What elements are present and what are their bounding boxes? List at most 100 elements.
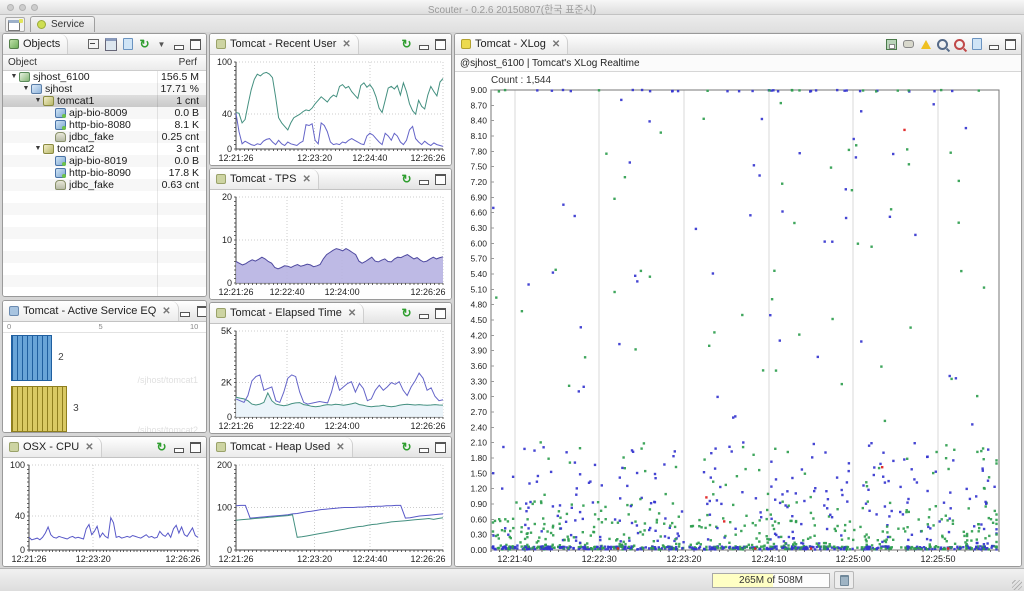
eq-bar-/sjhost/tomcat1[interactable] xyxy=(11,335,53,381)
objects-view-tab[interactable]: Objects xyxy=(3,34,69,54)
recent-user-chart-canvas[interactable]: 0 40 100 12:21:26 12:23:20 12:24:40 12:26:26 xyxy=(210,55,451,165)
maximize-icon[interactable] xyxy=(196,305,206,318)
refresh-icon[interactable]: ↻ xyxy=(401,439,412,454)
cpu-chart-canvas[interactable]: 0 40 100 12:21:26 12:23:20 12:26:26 xyxy=(3,458,206,566)
warning-icon[interactable] xyxy=(919,38,932,51)
tree-row-ajp-bio-8009[interactable]: ajp-bio-8009 0.0 B xyxy=(3,107,206,119)
svg-text:100: 100 xyxy=(217,503,232,513)
xlog-view-tab[interactable]: Tomcat - XLog ✕ xyxy=(455,34,569,54)
tps-view-tab[interactable]: Tomcat - TPS ✕ xyxy=(210,169,319,189)
close-view-icon[interactable]: ✕ xyxy=(336,441,345,453)
expand-arrow-icon[interactable]: ▼ xyxy=(10,73,18,80)
maximize-icon[interactable] xyxy=(434,38,447,51)
svg-text:12:25:50: 12:25:50 xyxy=(921,554,956,564)
elapsed-view-tab[interactable]: Tomcat - Elapsed Time ✕ xyxy=(210,303,365,323)
svg-text:12:26:26: 12:26:26 xyxy=(165,554,200,564)
elapsed-chart-canvas[interactable]: 0 2K 5K 12:21:26 12:22:40 12:24:00 12:26:26 xyxy=(210,324,451,433)
svg-text:12:22:30: 12:22:30 xyxy=(582,554,617,564)
minimize-icon[interactable] xyxy=(172,38,185,51)
tps-chart-canvas[interactable]: 0 10 20 12:21:26 12:22:40 12:24:00 12:26:26 xyxy=(210,190,451,299)
maximize-icon[interactable] xyxy=(434,173,447,186)
refresh-icon[interactable]: ↻ xyxy=(401,305,412,320)
svg-text:200: 200 xyxy=(217,460,232,470)
window-zoom-button[interactable] xyxy=(31,4,38,11)
tree-row-tomcat1[interactable]: ▼ tomcat1 1 cnt xyxy=(3,95,206,107)
close-view-icon[interactable]: ✕ xyxy=(302,173,311,185)
maximize-icon[interactable] xyxy=(434,307,447,320)
eq-view-tab[interactable]: Tomcat - Active Service EQ ✕ xyxy=(3,301,179,321)
tree-row-ajp-bio-8019[interactable]: ajp-bio-8019 0.0 B xyxy=(3,155,206,167)
column-object[interactable]: Object xyxy=(8,57,37,68)
window-close-button[interactable] xyxy=(7,4,14,11)
new-note-icon[interactable] xyxy=(121,38,134,51)
close-view-icon[interactable]: ✕ xyxy=(342,38,351,50)
workbench: Objects ↻ ▼ Object Perf ▼ sjhost_6100 156 xyxy=(0,32,1024,568)
zoom-in-icon[interactable] xyxy=(936,38,949,51)
minimize-icon[interactable] xyxy=(179,305,192,318)
column-perf[interactable]: Perf xyxy=(178,57,197,68)
expand-arrow-icon[interactable]: ▼ xyxy=(34,145,42,152)
heap-chart-canvas[interactable]: 0 100 200 12:21:26 12:23:20 12:24:40 12:26:26 xyxy=(210,458,451,566)
tree-row-jdbc_fake[interactable]: jdbc_fake 0.25 cnt xyxy=(3,131,206,143)
heap-view-header: Tomcat - Heap Used ✕ ↻ xyxy=(210,437,451,458)
xlog-subtitle: @sjhost_6100 | Tomcat's XLog Realtime xyxy=(455,55,1021,72)
recent-user-view-tab[interactable]: Tomcat - Recent User ✕ xyxy=(210,34,359,54)
host-icon xyxy=(31,84,42,94)
xlog-scatter-canvas[interactable]: 9.00 8.70 8.40 8.10 7.80 7.50 7.20 6.90 6.60 6.30… xyxy=(455,72,1021,566)
refresh-icon[interactable]: ↻ xyxy=(156,439,167,454)
expand-arrow-icon[interactable]: ▼ xyxy=(22,85,30,92)
maximize-icon[interactable] xyxy=(189,38,202,51)
expand-arrow-icon[interactable]: ▼ xyxy=(34,97,42,104)
status-bar: 265M of 508M xyxy=(0,568,1024,591)
refresh-icon[interactable]: ↻ xyxy=(401,36,412,51)
table-mode-icon[interactable] xyxy=(104,37,117,51)
eq-chart[interactable]: 0 5 10 2 3/sjhost/tomcat1/sjhost/tomcat2 xyxy=(3,322,206,432)
tree-row-sjhost_6100[interactable]: ▼ sjhost_6100 156.5 M xyxy=(3,71,206,83)
tree-row-jdbc_fake[interactable]: jdbc_fake 0.63 cnt xyxy=(3,179,206,191)
refresh-icon[interactable]: ↻ xyxy=(139,36,150,51)
objects-column-header[interactable]: Object Perf xyxy=(3,55,206,71)
open-perspective-button[interactable] xyxy=(5,17,25,32)
svg-text:3.00: 3.00 xyxy=(470,392,487,402)
minimize-icon[interactable] xyxy=(987,38,1000,51)
heap-view-icon xyxy=(216,442,226,452)
tree-row-http-bio-8080[interactable]: http-bio-8080 8.1 K xyxy=(3,119,206,131)
minimize-icon[interactable] xyxy=(417,38,430,51)
close-view-icon[interactable]: ✕ xyxy=(162,305,171,317)
heap-view-tab[interactable]: Tomcat - Heap Used ✕ xyxy=(210,437,353,457)
minimize-icon[interactable] xyxy=(417,307,430,320)
gc-button[interactable] xyxy=(834,571,854,589)
maximize-icon[interactable] xyxy=(434,441,447,454)
new-note-icon[interactable] xyxy=(970,38,983,51)
save-icon[interactable] xyxy=(885,38,898,51)
heap-status[interactable]: 265M of 508M xyxy=(712,572,830,588)
resize-grip[interactable] xyxy=(1012,580,1022,590)
tree-row-tomcat2[interactable]: ▼ tomcat2 3 cnt xyxy=(3,143,206,155)
close-view-icon[interactable]: ✕ xyxy=(551,38,561,50)
tomcat-icon xyxy=(43,96,54,106)
tree-label: jdbc_fake xyxy=(69,131,114,143)
tab-service[interactable]: Service xyxy=(30,16,96,32)
recent-user-toolbar: ↻ xyxy=(400,38,451,51)
view-menu-chevron-icon[interactable]: ▼ xyxy=(157,39,166,49)
svg-text:6.30: 6.30 xyxy=(470,223,487,233)
minimize-icon[interactable] xyxy=(172,441,185,454)
zoom-out-icon[interactable] xyxy=(953,38,966,51)
refresh-icon[interactable]: ↻ xyxy=(401,171,412,186)
objects-tree[interactable]: ▼ sjhost_6100 156.5 M ▼ sjhost 17.71 % ▼ tomcat… xyxy=(3,71,206,296)
eq-bar-/sjhost/tomcat2[interactable] xyxy=(11,386,68,432)
filter-icon[interactable] xyxy=(902,38,915,51)
view-tps: Tomcat - TPS ✕ ↻ 0 10 20 12:21:26 12:22:40 12… xyxy=(209,168,452,300)
collapse-all-icon[interactable] xyxy=(87,38,100,51)
minimize-icon[interactable] xyxy=(417,173,430,186)
minimize-icon[interactable] xyxy=(417,441,430,454)
close-view-icon[interactable]: ✕ xyxy=(347,307,357,319)
maximize-icon[interactable] xyxy=(189,441,202,454)
close-view-icon[interactable]: ✕ xyxy=(85,441,94,453)
window-minimize-button[interactable] xyxy=(19,4,26,11)
cpu-view-tab[interactable]: OSX - CPU ✕ xyxy=(3,437,102,457)
tree-row-http-bio-8090[interactable]: http-bio-8090 17.8 K xyxy=(3,167,206,179)
maximize-icon[interactable] xyxy=(1004,38,1017,51)
tree-row-sjhost[interactable]: ▼ sjhost 17.71 % xyxy=(3,83,206,95)
tree-perf-value: 8.1 K xyxy=(174,119,199,131)
